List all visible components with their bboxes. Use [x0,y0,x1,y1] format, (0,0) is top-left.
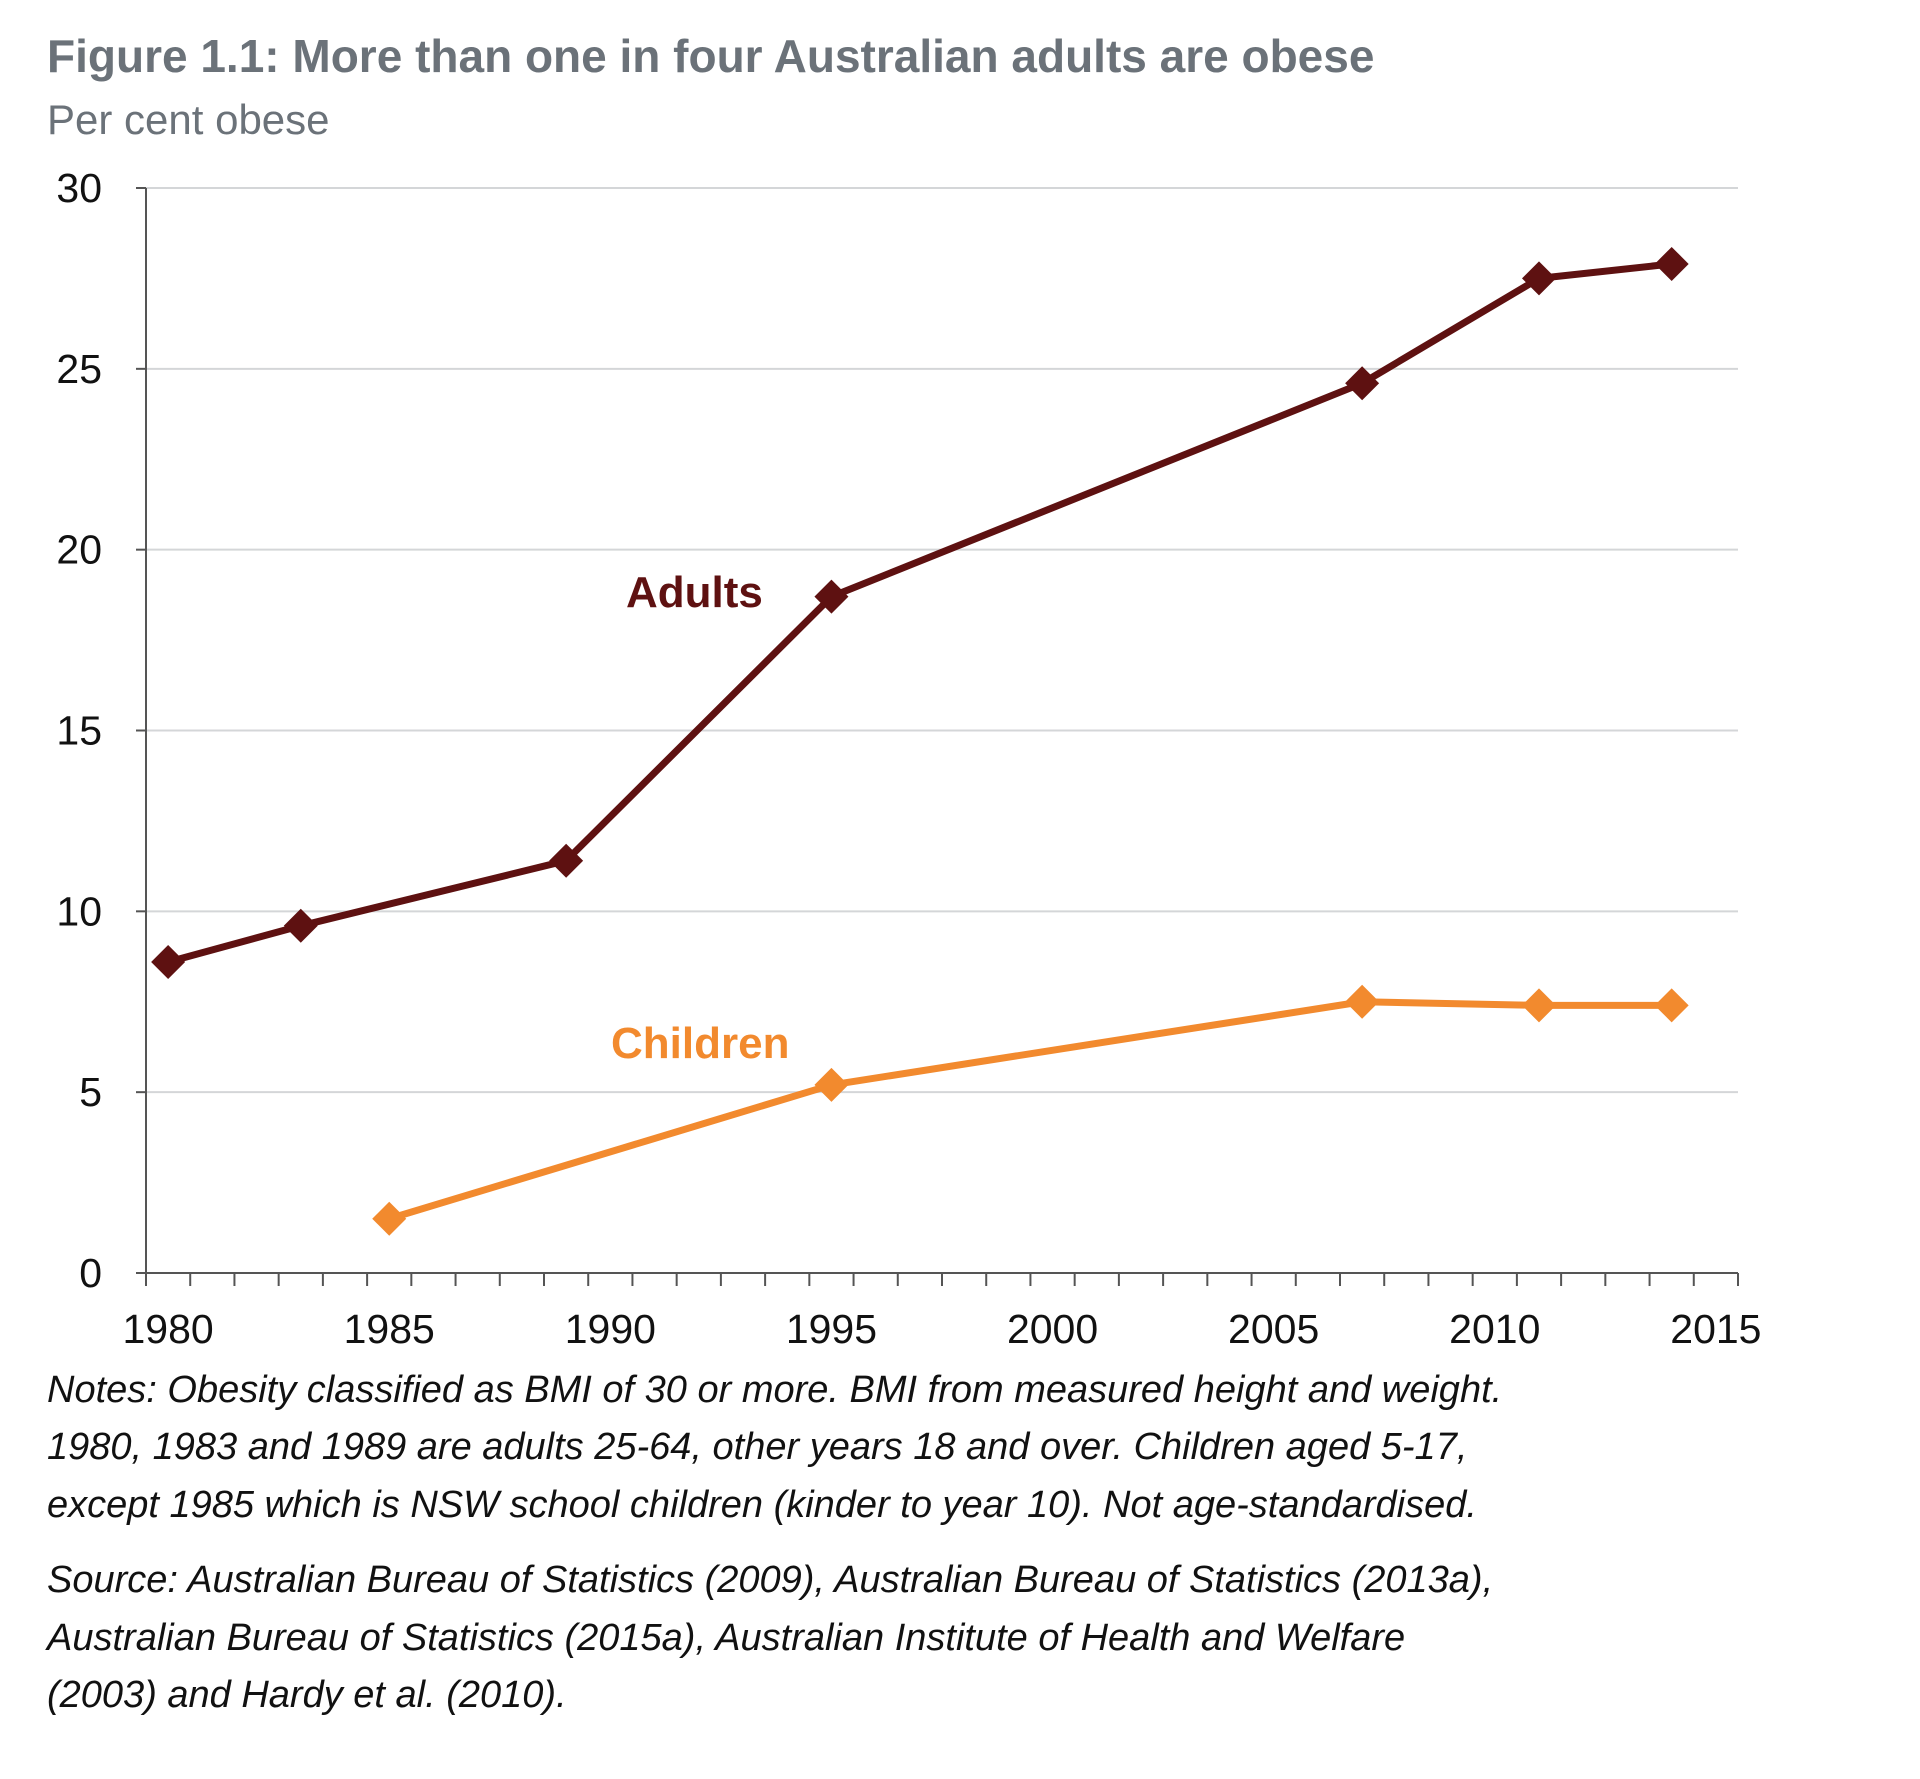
x-tick-label: 1985 [344,1306,435,1352]
data-point-adults [1522,261,1556,296]
data-point-children [814,1067,849,1102]
notes-line: Notes: Obesity classified as BMI of 30 o… [47,1369,1502,1411]
series-line-children [388,998,1672,1223]
data-point-adults [151,944,186,979]
y-tick-label: 5 [79,1069,102,1115]
x-tick-label: 2015 [1670,1306,1761,1352]
y-tick-label: 20 [56,527,102,573]
data-point-adults [283,908,318,943]
x-tick-label: 2010 [1449,1306,1540,1352]
source-line: Source: Australian Bureau of Statistics … [47,1559,1493,1601]
x-tick-label: 1990 [565,1306,656,1352]
series-group [151,246,1689,1236]
data-point-children [1654,988,1689,1023]
series-label-adults: Adults [626,568,763,617]
notes-line: except 1985 which is NSW school children… [47,1484,1477,1526]
data-point-adults [1654,246,1689,281]
x-tick-label: 2000 [1007,1306,1098,1352]
notes-line: 1980, 1983 and 1989 are adults 25-64, ot… [47,1426,1467,1468]
chart-notes: Notes: Obesity classified as BMI of 30 o… [45,1369,1502,1716]
y-tick-label: 0 [79,1250,102,1296]
x-tick-label: 2005 [1228,1306,1319,1352]
axes: 0 5 10 15 20 25 30 1980 1985 1990 1995 2000 2005 2010… [56,165,1761,1352]
y-tick-label: 25 [56,346,102,392]
data-point-adults [549,843,584,878]
y-tick-label: 30 [56,165,102,211]
x-tick-label: 1980 [123,1306,214,1352]
y-tick-label: 15 [56,708,102,754]
data-point-adults [814,579,849,614]
data-point-children [372,1201,407,1236]
data-point-children [1522,988,1556,1023]
series-label-children: Children [611,1019,789,1068]
chart-title: Figure 1.1: More than one in four Austra… [47,30,1374,82]
x-tick-label: 1995 [786,1306,877,1352]
data-point-adults [1345,366,1380,401]
source-line: (2003) and Hardy et al. (2010). [47,1674,567,1716]
y-axis-label: Per cent obese [47,96,330,143]
source-line: Australian Bureau of Statistics (2015a),… [45,1617,1405,1659]
gridlines [146,187,1738,1094]
data-point-children [1345,984,1380,1019]
y-tick-label: 10 [56,888,102,934]
